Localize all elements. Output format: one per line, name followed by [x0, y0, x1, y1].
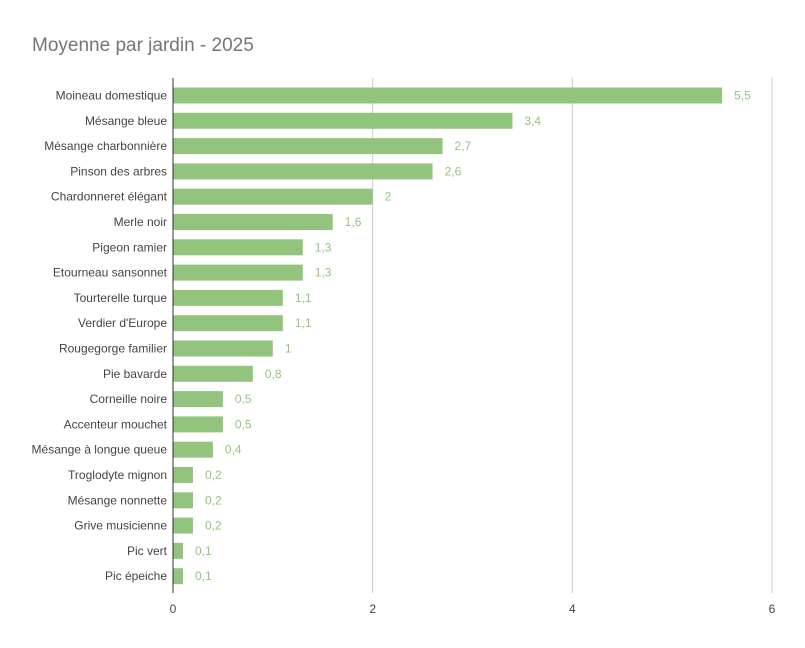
data-label: 0,2	[205, 493, 222, 507]
data-label: 1,6	[345, 215, 362, 229]
category-label: Merle noir	[114, 215, 167, 229]
data-label: 0,4	[225, 443, 242, 457]
data-label: 5,5	[734, 89, 751, 103]
bars	[173, 87, 723, 585]
data-label: 2	[385, 190, 392, 204]
category-label: Mésange à longue queue	[32, 443, 168, 457]
data-label: 3,4	[524, 114, 541, 128]
data-label: 2,7	[455, 139, 472, 153]
category-label: Pigeon ramier	[92, 240, 167, 254]
gridlines	[372, 78, 773, 593]
category-label: Moineau domestique	[56, 89, 168, 103]
bar	[173, 87, 723, 104]
data-label: 2,6	[445, 164, 462, 178]
data-label: 0,8	[265, 367, 282, 381]
bar	[173, 289, 283, 306]
category-label: Pie bavarde	[103, 367, 167, 381]
category-label: Rougegorge familier	[59, 342, 167, 356]
data-label: 1,3	[315, 266, 332, 280]
bar	[173, 542, 183, 559]
bar	[173, 568, 183, 585]
category-label: Tourterelle turque	[74, 291, 168, 305]
bar	[173, 163, 433, 180]
bar	[173, 365, 253, 382]
bar	[173, 264, 303, 281]
data-label: 1,3	[315, 240, 332, 254]
category-label: Mésange bleue	[85, 114, 167, 128]
chart-title: Moyenne par jardin - 2025	[32, 35, 254, 56]
bar	[173, 315, 283, 332]
category-labels: Moineau domestique Mésange bleue Mésange c…	[32, 89, 168, 584]
bar	[173, 391, 223, 408]
x-tick-label: 2	[369, 602, 376, 616]
category-label: Mésange nonnette	[68, 493, 168, 507]
bar	[173, 441, 213, 458]
category-label: Pic épeiche	[105, 569, 167, 583]
category-label: Troglodyte mignon	[68, 468, 167, 482]
bar	[173, 416, 223, 433]
category-label: Etourneau sansonnet	[53, 266, 168, 280]
data-label: 0,2	[205, 468, 222, 482]
data-label: 0,5	[235, 417, 252, 431]
x-tick-label: 0	[170, 602, 177, 616]
category-label: Grive musicienne	[74, 519, 167, 533]
x-tick-label: 4	[569, 602, 576, 616]
category-label: Pinson des arbres	[70, 164, 167, 178]
bar	[173, 214, 333, 230]
data-label: 0,5	[235, 392, 252, 406]
bar	[173, 239, 303, 256]
category-label: Pic vert	[127, 544, 168, 558]
bar	[173, 340, 273, 357]
data-label: 1,1	[295, 291, 312, 305]
bar	[173, 112, 513, 129]
bar	[173, 188, 373, 205]
data-label: 0,2	[205, 519, 222, 533]
data-label: 1	[285, 342, 292, 356]
bar	[173, 467, 193, 483]
category-label: Corneille noire	[90, 392, 168, 406]
value-labels: 5,53,42,72,621,61,31,31,11,110,80,50,50,…	[195, 89, 751, 584]
category-label: Mésange charbonnière	[44, 139, 167, 153]
category-label: Chardonneret élégant	[51, 190, 168, 204]
x-tick-label: 6	[769, 602, 776, 616]
data-label: 1,1	[295, 316, 312, 330]
data-label: 0,1	[195, 544, 212, 558]
category-label: Accenteur mouchet	[64, 417, 168, 431]
bar	[173, 517, 193, 534]
bar	[173, 492, 193, 509]
category-label: Verdier d'Europe	[78, 316, 167, 330]
x-axis-tick-labels: 0 2 4 6	[170, 602, 776, 616]
data-label: 0,1	[195, 569, 212, 583]
bar	[173, 138, 443, 155]
